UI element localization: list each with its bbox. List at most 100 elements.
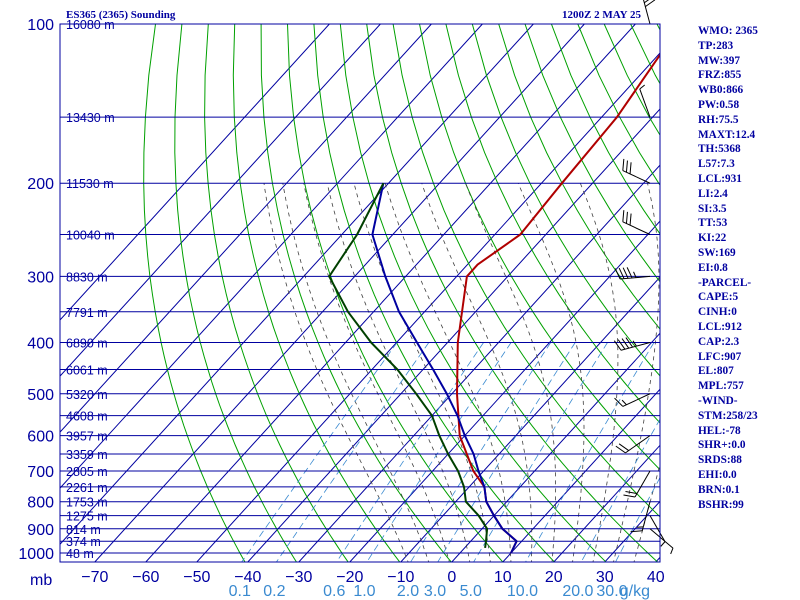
isotherm-line <box>247 108 660 562</box>
wind-barb <box>622 158 651 184</box>
height-label: 10040 m <box>66 229 115 243</box>
isotherm-line <box>60 24 432 433</box>
height-label: 48 m <box>66 547 94 561</box>
isotherm-line <box>94 24 585 562</box>
moist-adiabat-line <box>263 183 409 562</box>
moist-adiabat-line <box>282 183 430 562</box>
wind-barb-flag <box>626 267 633 279</box>
station-title: ES365 (2365) Sounding <box>66 9 176 21</box>
temperature-tick-label: −60 <box>132 569 159 586</box>
pressure-tick-label: 200 <box>27 176 54 193</box>
wind-barb-shaft <box>641 501 651 531</box>
mixing-ratio-label: 3.0 <box>424 583 446 600</box>
stat-line: LFC:907 <box>698 350 742 363</box>
temperature-tick-label: −70 <box>81 569 108 586</box>
dry-adiabat-line <box>204 24 349 562</box>
temperature-tick-label: −10 <box>387 569 414 586</box>
height-label: 1753 m <box>66 496 108 510</box>
dry-adiabat-line <box>260 24 452 562</box>
stat-line: SRDS:88 <box>698 454 742 467</box>
stat-line: SI:3.5 <box>698 202 727 215</box>
stat-line: EL:807 <box>698 365 734 378</box>
wind-barb-half-flag <box>621 399 627 406</box>
dry-adiabat-line <box>287 24 504 562</box>
wind-barb-flag <box>629 162 632 174</box>
mixing-ratio-unit-label: g/kg <box>620 583 650 600</box>
moist-adiabat-line <box>517 183 585 562</box>
height-label-layer: 16080 m 13430 m 11530 m 10040 m 8830 m 7791 m… <box>66 18 115 561</box>
dry-adiabat-layer <box>143 24 660 562</box>
wind-barb-flag <box>621 338 630 349</box>
moist-adiabat-line <box>303 183 450 562</box>
pressure-tick-label: 500 <box>27 387 54 404</box>
stat-line: BRN:0.1 <box>698 483 740 496</box>
temperature-tick-label: −40 <box>234 569 261 586</box>
parcel-profile-line <box>371 182 518 554</box>
moist-adiabat-line <box>384 183 512 562</box>
isobar-layer <box>60 23 660 554</box>
mixing-ratio-line <box>366 342 512 562</box>
stat-line: WB0:866 <box>698 84 744 97</box>
moist-adiabat-line <box>633 462 660 562</box>
mixing-ratio-label: 10.0 <box>507 583 538 600</box>
isotherm-line <box>451 332 660 562</box>
wind-barb-flag <box>618 443 629 451</box>
wind-barb-flag <box>645 0 656 8</box>
stat-line: MPL:757 <box>698 380 744 393</box>
mixing-ratio-line <box>410 342 552 562</box>
isotherm-line <box>502 388 660 562</box>
wind-barb-flag <box>613 340 622 351</box>
stats-panel: WMO: 2365 TP:283 MW:397 FRZ:855 WB0:866 PW:0.… <box>698 24 758 512</box>
height-label: 5320 m <box>66 388 108 402</box>
pressure-tick-label: 400 <box>27 335 54 352</box>
height-label: 4608 m <box>66 410 108 424</box>
wind-barb <box>614 267 651 280</box>
wind-barb <box>639 84 651 118</box>
wind-barb-shaft <box>639 88 651 118</box>
wind-barb-shaft <box>634 470 651 498</box>
stat-line: TT:53 <box>698 217 728 230</box>
wind-barb-flag <box>618 267 625 279</box>
stat-line: MAXT:12.4 <box>698 128 756 141</box>
wind-barb-flag <box>625 491 638 495</box>
height-label: 3359 m <box>66 448 108 462</box>
wind-barb <box>615 435 651 454</box>
stat-line: -WIND- <box>698 394 738 407</box>
wind-barb <box>649 528 674 555</box>
stat-line: HEL:-78 <box>698 424 741 437</box>
wind-barb-flag <box>614 397 624 407</box>
temperature-axis: −70 −60 −50 −40 −30 −20 −10 0 10 20 30 40 <box>81 569 665 586</box>
dry-adiabat-line <box>445 24 660 424</box>
mixing-ratio-line <box>336 342 484 562</box>
pressure-unit-label: mb <box>30 572 52 589</box>
stat-line: CAP:2.3 <box>698 335 740 348</box>
wind-barb-flag <box>644 0 650 4</box>
stat-line: CINH:0 <box>698 306 737 319</box>
mixing-ratio-line <box>525 342 655 562</box>
mixing-ratio-axis: 0.1 0.2 0.6 1.0 2.0 3.0 5.0 10.0 20.0 30.0g/kg <box>229 583 650 600</box>
isotherm-layer <box>60 24 660 562</box>
wind-barb <box>622 210 651 235</box>
mixing-ratio-label: 20.0 <box>562 583 593 600</box>
wind-barb <box>623 470 651 498</box>
stat-line: LCL:912 <box>698 320 742 333</box>
mixing-ratio-label: 1.0 <box>353 583 375 600</box>
stat-line: FRZ:855 <box>698 69 742 82</box>
stat-line: EI:0.8 <box>698 261 728 274</box>
pressure-tick-label: 800 <box>27 495 54 512</box>
wind-barb-shaft <box>622 170 651 184</box>
stat-line: L57:7.3 <box>698 158 735 171</box>
moist-adiabat-line <box>421 183 533 562</box>
plot-frame <box>59 23 661 563</box>
isotherm-line <box>196 52 660 562</box>
stat-line: RH:75.5 <box>698 113 739 126</box>
mixing-ratio-label: 30.0 <box>596 583 627 600</box>
height-label: 2805 m <box>66 465 108 479</box>
wind-barb-flag <box>622 267 629 279</box>
wind-barb-flag <box>617 339 626 350</box>
moist-adiabat-line <box>326 183 471 562</box>
dry-adiabat-line <box>174 24 298 562</box>
dry-adiabat-line <box>392 24 660 518</box>
height-label: 2261 m <box>66 481 108 495</box>
